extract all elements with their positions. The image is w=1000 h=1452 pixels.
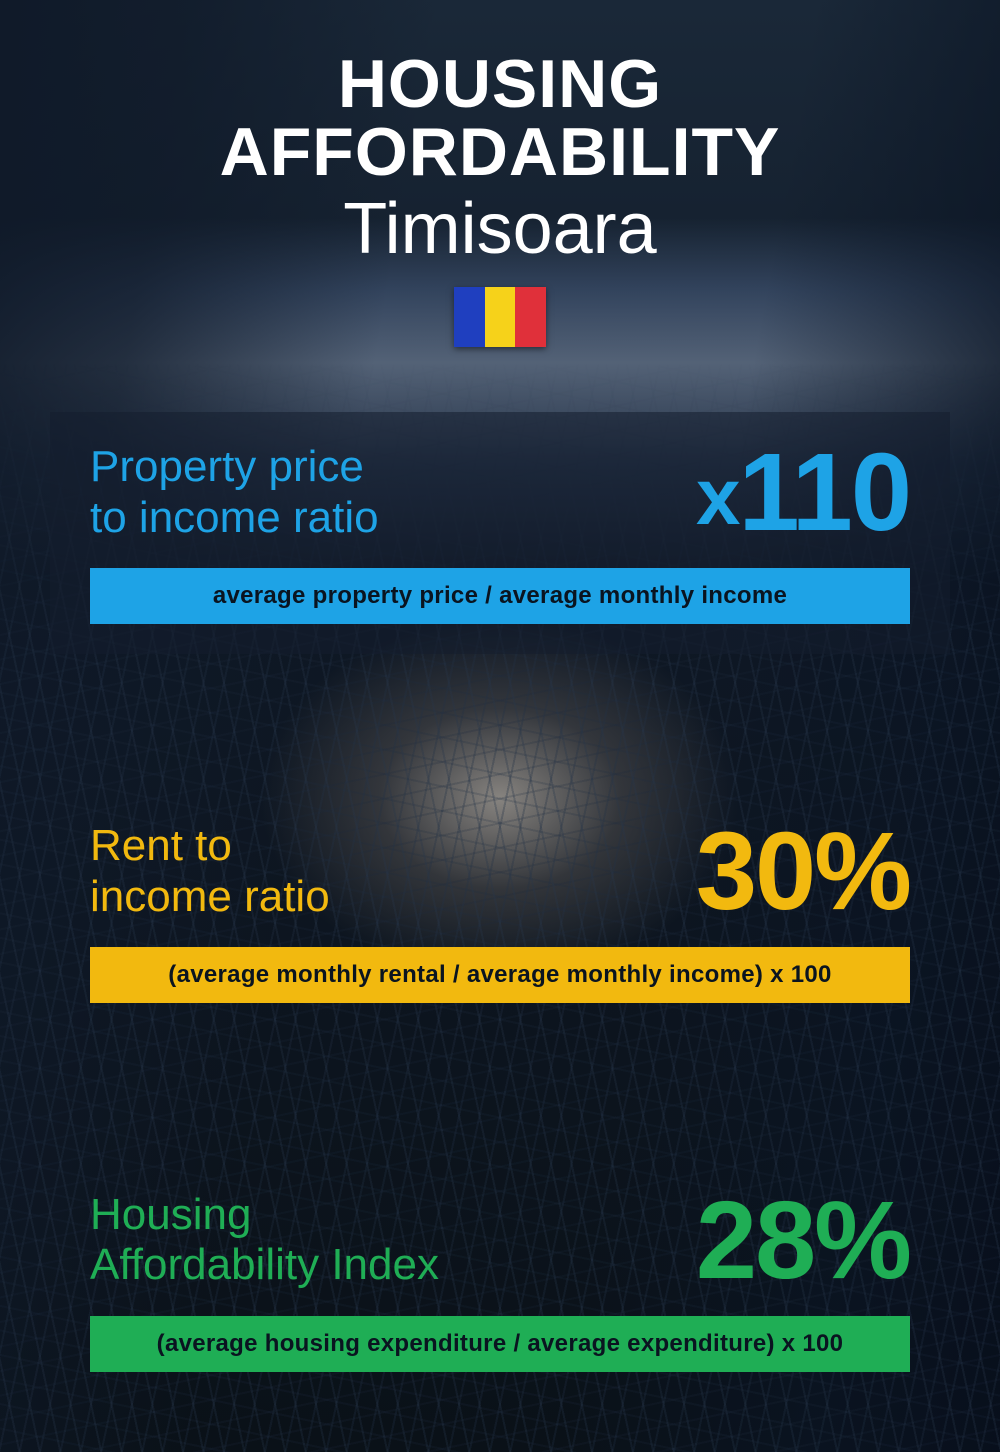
metric-formula: average property price / average monthly… xyxy=(90,568,910,624)
metric-formula: (average monthly rental / average monthl… xyxy=(90,947,910,1003)
metric-value: 30% xyxy=(696,822,910,921)
metric-panel-property-price: Property price to income ratio x110 aver… xyxy=(50,412,950,654)
metric-label: Housing Affordability Index xyxy=(90,1190,439,1291)
metric-panel-rent: Rent to income ratio 30% (average monthl… xyxy=(50,791,950,1023)
main-title: HOUSING AFFORDABILITY xyxy=(50,50,950,186)
flag-stripe-blue xyxy=(454,287,485,347)
metric-value-prefix: x xyxy=(696,452,739,541)
header: HOUSING AFFORDABILITY Timisoara xyxy=(50,50,950,352)
content-container: HOUSING AFFORDABILITY Timisoara Property… xyxy=(0,0,1000,1452)
metric-label: Rent to income ratio xyxy=(90,821,330,922)
spacer xyxy=(50,674,950,791)
metric-value: x110 xyxy=(696,443,910,542)
metric-row: Housing Affordability Index 28% xyxy=(90,1190,910,1291)
flag-icon xyxy=(454,287,546,347)
flag-stripe-red xyxy=(515,287,546,347)
metric-value: 28% xyxy=(696,1191,910,1290)
metric-formula: (average housing expenditure / average e… xyxy=(90,1316,910,1372)
metric-row: Rent to income ratio 30% xyxy=(90,821,910,922)
flag-stripe-yellow xyxy=(485,287,516,347)
metric-panel-affordability-index: Housing Affordability Index 28% (average… xyxy=(50,1160,950,1392)
metric-value-number: 28% xyxy=(696,1179,910,1302)
subtitle-city: Timisoara xyxy=(50,190,950,269)
spacer xyxy=(50,1043,950,1160)
metric-value-number: 30% xyxy=(696,810,910,933)
metric-row: Property price to income ratio x110 xyxy=(90,442,910,543)
metric-value-number: 110 xyxy=(739,431,910,554)
metric-label: Property price to income ratio xyxy=(90,442,379,543)
